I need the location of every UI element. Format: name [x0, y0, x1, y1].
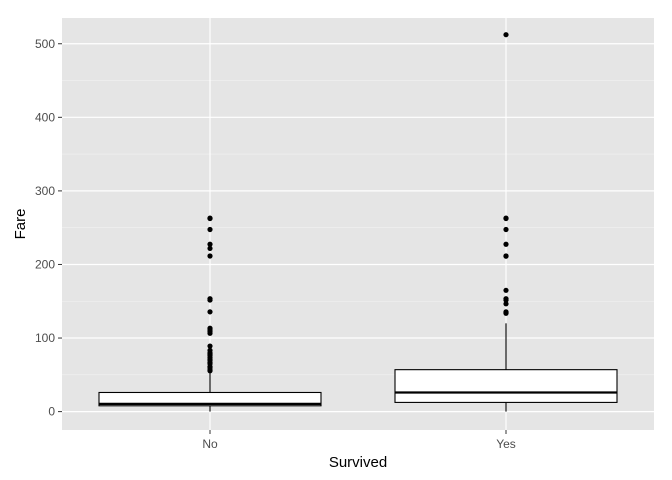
outlier-point	[503, 309, 509, 315]
outlier-point	[207, 226, 213, 233]
y-tick-label: 500	[35, 37, 55, 51]
outlier-point	[503, 301, 509, 307]
box-iqr	[394, 369, 618, 403]
outlier-point	[503, 226, 509, 233]
box-no	[98, 215, 322, 412]
y-tick-label: 200	[35, 257, 55, 271]
outlier-point	[207, 253, 213, 259]
x-tick-label: No	[202, 437, 218, 451]
y-tick-label: 400	[35, 110, 55, 124]
outlier-point	[503, 296, 509, 302]
outlier-point	[207, 309, 213, 315]
outlier-point	[503, 241, 509, 247]
y-axis-ticks: 0 100 200 300 400 500	[35, 37, 62, 419]
outlier-point	[207, 296, 213, 302]
y-tick-label: 100	[35, 331, 55, 345]
outlier-point	[503, 287, 509, 293]
x-tick-label: Yes	[496, 437, 516, 451]
outlier-point	[207, 325, 213, 331]
outlier-point	[207, 241, 213, 247]
x-axis-title: Survived	[329, 454, 387, 471]
y-tick-label: 300	[35, 184, 55, 198]
outlier-point	[503, 215, 509, 221]
box-yes	[394, 32, 618, 412]
y-axis-title: Fare	[12, 209, 29, 240]
y-tick-label: 0	[48, 405, 55, 419]
boxes	[98, 32, 618, 412]
x-axis-ticks: No Yes	[202, 430, 516, 451]
outlier-point	[207, 215, 213, 221]
plot-panel	[62, 18, 654, 430]
outlier-point	[207, 245, 213, 252]
box-iqr	[98, 391, 322, 407]
outlier-point	[207, 343, 213, 349]
outlier-point	[503, 253, 509, 259]
outlier-point	[503, 32, 509, 38]
outlier-point	[207, 347, 213, 353]
